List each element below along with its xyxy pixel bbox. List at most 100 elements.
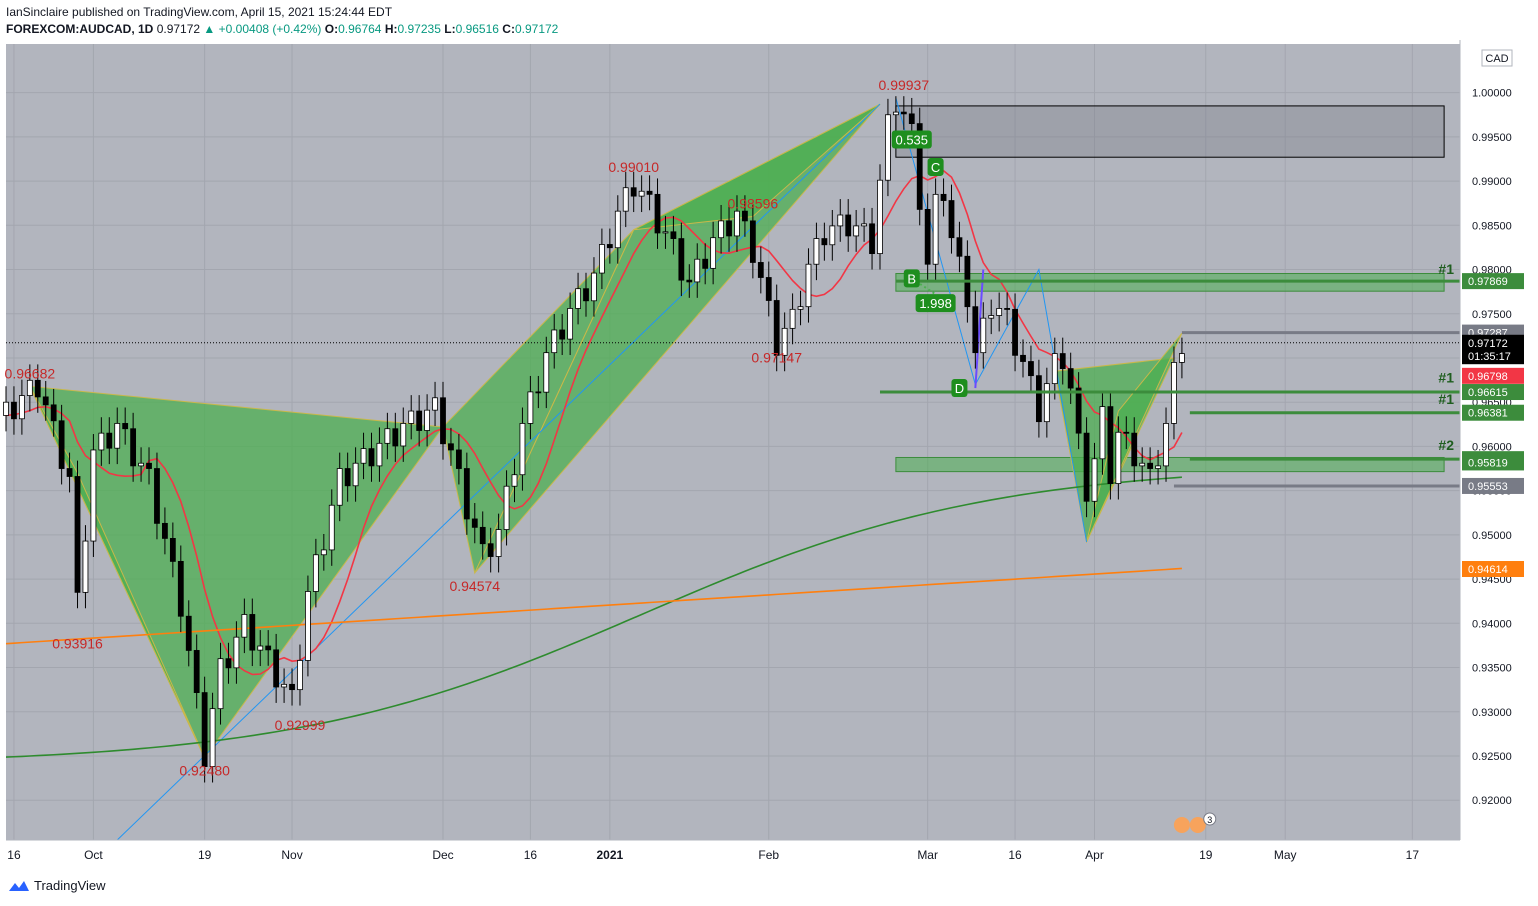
candle-body <box>257 645 264 651</box>
candle-body <box>209 708 216 767</box>
candle-body <box>11 401 17 420</box>
axis-price-label: 0.94614 <box>1468 564 1508 576</box>
axis-price-label: 0.96615 <box>1468 387 1508 399</box>
swing-price-label: 0.98596 <box>728 195 779 211</box>
candle-body <box>360 448 367 464</box>
candle-body <box>1083 432 1090 502</box>
candle-body <box>344 468 351 487</box>
x-tick-label: 2021 <box>596 848 623 862</box>
x-tick-label: Dec <box>432 848 453 862</box>
x-tick-label: 19 <box>198 848 212 862</box>
candle-body <box>185 615 192 651</box>
footer-brand: TradingView <box>34 878 106 893</box>
axis-price-tag <box>1462 404 1524 421</box>
price-chart[interactable]: #1 #1 #1 #2 0.96682 0.93916 0.92480 0.92999 0.94… <box>0 40 1538 872</box>
candle-body <box>1067 368 1074 389</box>
y-tick-label: 0.99500 <box>1472 132 1512 144</box>
candle-body <box>1020 354 1026 362</box>
event-flag-icon <box>1189 817 1206 833</box>
candle-body <box>606 244 613 249</box>
candle-body <box>908 113 915 124</box>
candle-body <box>384 428 391 444</box>
x-tick-label: Nov <box>281 848 302 862</box>
candle-body <box>559 329 566 340</box>
candle-body <box>1043 383 1050 423</box>
y-tick-label: 0.92500 <box>1472 751 1512 763</box>
ma-orange-line <box>5 567 1182 645</box>
x-tick-label: Mar <box>917 848 938 862</box>
open-value: 0.96764 <box>338 22 382 36</box>
swing-price-label: 0.97147 <box>751 350 802 366</box>
candle-body <box>1028 361 1034 377</box>
supply-zone-box <box>895 105 1445 158</box>
candle-body <box>710 237 717 269</box>
low-value: 0.96516 <box>455 22 499 36</box>
candle-body <box>551 329 558 354</box>
candle-body <box>1115 431 1122 484</box>
pattern-badge-label: 0.535 <box>895 133 928 148</box>
candle-body <box>193 650 200 693</box>
tradingview-logo-icon <box>9 880 29 891</box>
axis-price-tag <box>1462 454 1524 471</box>
swing-price-label: 0.99010 <box>608 159 659 175</box>
candle-body <box>749 220 756 263</box>
candle-body <box>757 262 764 278</box>
candle-body <box>225 658 232 669</box>
y-tick-label: 0.93000 <box>1472 707 1512 719</box>
harmonic-pattern-shape <box>633 103 881 231</box>
y-tick-label: 0.95000 <box>1472 530 1512 542</box>
x-tick-label: Apr <box>1085 848 1104 862</box>
candle-body <box>773 300 780 356</box>
candle-body <box>527 391 534 424</box>
swing-price-label: 0.96682 <box>5 365 56 381</box>
candle-body <box>408 410 415 424</box>
candle-body <box>503 485 510 530</box>
candle-body <box>82 540 89 593</box>
publisher-line: IanSinclaire published on TradingView.co… <box>6 5 393 19</box>
candle-body <box>177 561 184 617</box>
pattern-badge-bg <box>915 294 956 313</box>
last-price: 0.97172 <box>156 22 201 36</box>
candle-body <box>463 468 470 520</box>
candle-body <box>50 404 57 422</box>
y-tick-label: 0.97500 <box>1472 309 1512 321</box>
candle-body <box>1123 431 1130 434</box>
candle-body <box>956 237 963 257</box>
x-tick-label: 17 <box>1406 848 1420 862</box>
candle-body <box>575 288 581 309</box>
candle-body <box>694 258 701 283</box>
candle-body <box>241 614 248 638</box>
candle-body <box>3 401 9 416</box>
candle-body <box>845 214 852 237</box>
candle-body <box>312 554 319 592</box>
candle-body <box>487 543 494 557</box>
symbol-line: FOREXCOM:AUDCAD, 1D 0.97172 ▲ +0.00408 (… <box>6 22 558 36</box>
chart-area[interactable]: #1 #1 #1 #2 0.96682 0.93916 0.92480 0.92999 0.94… <box>0 40 1538 872</box>
axis-price-tag <box>1462 367 1524 384</box>
candle-body <box>265 645 272 651</box>
candle-body <box>114 423 121 449</box>
candle-body <box>1012 308 1018 356</box>
candle-body <box>98 432 105 451</box>
axis-price-label: 0.97869 <box>1468 276 1508 288</box>
candle-body <box>305 591 311 661</box>
axis-price-tag <box>1462 477 1524 494</box>
candle-body <box>289 683 295 691</box>
candle-body <box>440 397 446 445</box>
close-value: 0.97172 <box>514 22 559 36</box>
candle-body <box>392 428 399 447</box>
candle-body <box>853 225 860 237</box>
candle-body <box>797 306 804 310</box>
level-tag: #1 <box>1438 370 1454 386</box>
symbol-name[interactable]: FOREXCOM:AUDCAD, 1D <box>6 22 154 36</box>
up-arrow-icon: ▲ <box>203 22 216 36</box>
level-tag: #2 <box>1438 437 1454 453</box>
candle-body <box>138 462 144 467</box>
candle-body <box>169 538 176 562</box>
candle-body <box>448 443 454 451</box>
axis-price-label: 0.96798 <box>1468 371 1508 383</box>
candle-body <box>932 193 939 265</box>
x-tick-label: 19 <box>1199 848 1213 862</box>
candle-body <box>948 200 955 239</box>
x-tick-label: Oct <box>84 848 103 862</box>
